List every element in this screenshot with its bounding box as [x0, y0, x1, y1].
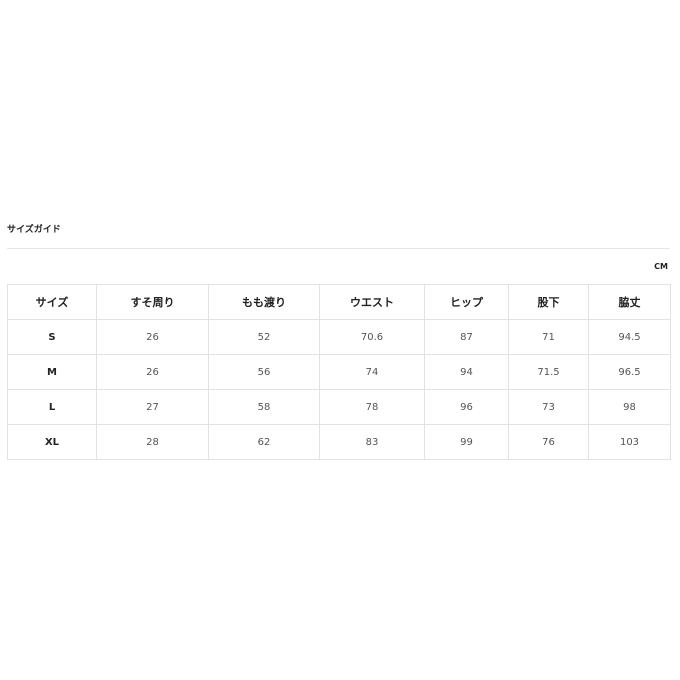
header-cell: ヒップ	[424, 284, 509, 320]
table-row: L 27 58 78 96 73 98	[7, 389, 671, 425]
value-cell: 27	[96, 389, 209, 425]
value-cell: 71	[508, 319, 589, 355]
header-cell: すそ周り	[96, 284, 209, 320]
value-cell: 26	[96, 319, 209, 355]
value-cell: 70.6	[319, 319, 425, 355]
value-cell: 96	[424, 389, 509, 425]
value-cell: 83	[319, 424, 425, 460]
table-row: XL 28 62 83 99 76 103	[7, 424, 671, 460]
unit-label: CM	[654, 262, 668, 271]
value-cell: 26	[96, 354, 209, 390]
header-cell: ウエスト	[319, 284, 425, 320]
table-header-row: サイズ すそ周り もも渡り ウエスト ヒップ 股下 脇丈	[7, 284, 671, 320]
value-cell: 76	[508, 424, 589, 460]
value-cell: 94	[424, 354, 509, 390]
value-cell: 87	[424, 319, 509, 355]
size-cell: S	[7, 319, 97, 355]
value-cell: 103	[588, 424, 671, 460]
value-cell: 94.5	[588, 319, 671, 355]
value-cell: 78	[319, 389, 425, 425]
value-cell: 74	[319, 354, 425, 390]
value-cell: 99	[424, 424, 509, 460]
value-cell: 52	[208, 319, 320, 355]
size-cell: L	[7, 389, 97, 425]
value-cell: 96.5	[588, 354, 671, 390]
size-table: サイズ すそ周り もも渡り ウエスト ヒップ 股下 脇丈 S 26 52 70.6 87…	[7, 284, 671, 460]
table-row: S 26 52 70.6 87 71 94.5	[7, 319, 671, 355]
value-cell: 62	[208, 424, 320, 460]
value-cell: 98	[588, 389, 671, 425]
table-row: M 26 56 74 94 71.5 96.5	[7, 354, 671, 390]
divider	[7, 248, 670, 249]
value-cell: 71.5	[508, 354, 589, 390]
value-cell: 58	[208, 389, 320, 425]
page-title: サイズガイド	[7, 225, 61, 235]
value-cell: 73	[508, 389, 589, 425]
header-cell: もも渡り	[208, 284, 320, 320]
header-cell: サイズ	[7, 284, 97, 320]
size-cell: M	[7, 354, 97, 390]
value-cell: 56	[208, 354, 320, 390]
value-cell: 28	[96, 424, 209, 460]
header-cell: 脇丈	[588, 284, 671, 320]
size-cell: XL	[7, 424, 97, 460]
header-cell: 股下	[508, 284, 589, 320]
